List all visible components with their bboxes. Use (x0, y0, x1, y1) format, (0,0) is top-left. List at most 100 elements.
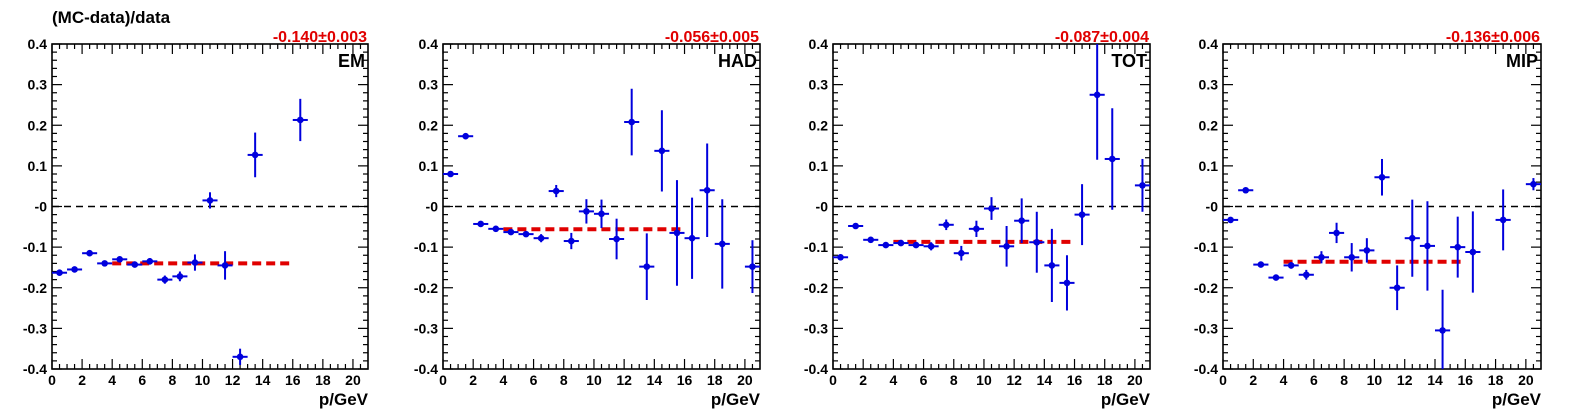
data-point (176, 273, 184, 280)
y-tick-label: 0.2 (1199, 117, 1219, 133)
data-point (1363, 247, 1371, 254)
data-point (1499, 216, 1507, 224)
y-tick-label: 0.1 (809, 158, 829, 174)
x-tick-label: 12 (225, 372, 241, 388)
y-tick-label: 0.2 (28, 117, 48, 133)
x-tick-label: 14 (647, 372, 663, 388)
data-point (56, 269, 63, 277)
data-point (1530, 180, 1537, 188)
data-point (221, 262, 229, 269)
x-tick-label: 10 (195, 372, 211, 388)
data-point (1424, 242, 1431, 250)
data-point (643, 263, 651, 270)
data-point (613, 235, 620, 243)
x-tick-label: 6 (1310, 372, 1318, 388)
panel-em: 0.4 0.3 0.2 0.1 -0 -0.1 -0.2 -0.3 -0.40 2 4 6 8 10 12 1… (23, 29, 369, 409)
data-point (1393, 284, 1401, 292)
y-tick-label: -0.4 (23, 361, 47, 377)
x-tick-label: 0 (439, 372, 447, 388)
data-point (131, 261, 139, 268)
x-tick-label: 4 (889, 372, 897, 388)
y-tick-label: 0.4 (419, 36, 439, 52)
y-tick-label: 0.2 (809, 117, 829, 133)
data-point (86, 249, 93, 257)
data-series (833, 44, 1150, 311)
x-axis-title: p/GeV (711, 390, 761, 409)
x-tick-label: 6 (530, 372, 538, 388)
data-point (912, 241, 920, 249)
data-point (688, 234, 696, 242)
x-tick-label: 4 (108, 372, 116, 388)
data-point (837, 253, 844, 261)
data-point (628, 118, 635, 126)
data-point (673, 229, 681, 237)
x-tick-label: 0 (48, 372, 56, 388)
y-tick-label: 0.3 (28, 77, 48, 93)
y-axis-title: (MC-data)/data (52, 8, 171, 27)
x-tick-label: 8 (1340, 372, 1348, 388)
data-point (206, 197, 214, 204)
y-tick-label: -0 (1206, 199, 1219, 215)
data-point (658, 147, 666, 155)
data-point (1272, 274, 1280, 281)
x-tick-label: 20 (737, 372, 753, 388)
y-tick-label: 0.4 (809, 36, 829, 52)
y-tick-label: -0.4 (1194, 361, 1218, 377)
x-tick-label: 18 (1097, 372, 1113, 388)
data-point (897, 239, 905, 247)
x-tick-label: 20 (1127, 372, 1143, 388)
data-point (1454, 243, 1462, 251)
y-tick-label: 0.4 (28, 36, 48, 52)
data-point (703, 186, 711, 194)
data-point (867, 236, 875, 244)
data-series (1223, 158, 1541, 369)
data-point (537, 234, 545, 242)
data-point (1257, 261, 1265, 268)
x-tick-label: 4 (1280, 372, 1288, 388)
fit-result-label: -0.140±0.003 (273, 29, 367, 46)
panel-label: EM (338, 51, 365, 71)
y-tick-label: 0.3 (1199, 77, 1219, 93)
y-tick-label: 0.4 (1199, 36, 1219, 52)
data-point (988, 205, 995, 212)
panel-label: HAD (718, 51, 757, 71)
y-tick-label: 0.3 (419, 77, 439, 93)
x-tick-label: 0 (829, 372, 837, 388)
data-point (1378, 173, 1386, 181)
data-point (296, 116, 304, 124)
data-point (191, 259, 199, 266)
x-tick-label: 2 (78, 372, 86, 388)
fit-result-label: -0.136±0.006 (1446, 29, 1540, 46)
data-point (116, 256, 124, 263)
data-point (251, 151, 259, 159)
chart-panels: 0.40.30.20.1-0-0.1-0.2-0.3-0.40 2 4 6 8 10 12 1… (23, 29, 1542, 409)
y-tick-label: -0.3 (804, 320, 828, 336)
data-point (492, 225, 500, 233)
data-point (749, 263, 756, 270)
x-tick-label: 18 (1488, 372, 1504, 388)
panel-label: TOT (1111, 51, 1147, 71)
data-point (1348, 253, 1356, 261)
data-series (52, 98, 308, 365)
y-tick-label: -0.2 (23, 280, 47, 296)
data-point (598, 210, 605, 218)
y-tick-label: -0.2 (804, 280, 828, 296)
y-tick-label: -0.2 (1194, 280, 1218, 296)
data-point (927, 243, 935, 250)
data-point (71, 266, 78, 273)
data-point (1408, 234, 1416, 242)
data-point (583, 208, 590, 215)
y-tick-label: -0.2 (414, 280, 438, 296)
data-point (101, 260, 108, 267)
y-tick-label: -0.1 (804, 239, 828, 255)
data-point (447, 170, 454, 178)
x-tick-label: 2 (1249, 372, 1257, 388)
y-tick-label: -0.3 (1194, 320, 1218, 336)
y-tick-label: -0.1 (23, 239, 47, 255)
x-axis-title: p/GeV (1101, 390, 1151, 409)
y-tick-label: -0 (35, 199, 48, 215)
panel-label: MIP (1506, 51, 1538, 71)
x-tick-label: 8 (560, 372, 568, 388)
data-point (161, 276, 169, 283)
